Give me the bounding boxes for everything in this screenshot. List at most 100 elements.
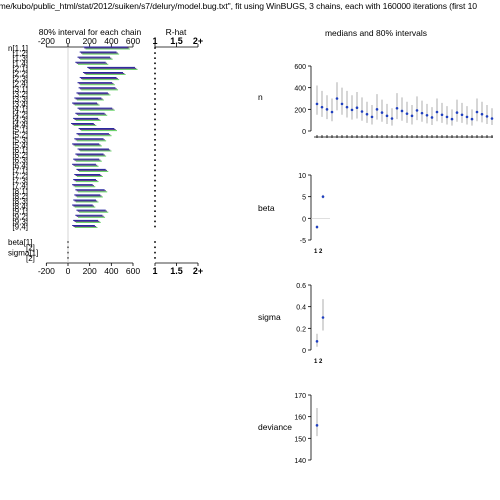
row-label: [8,4] xyxy=(12,202,28,211)
deviance-y-tick-label: 150 xyxy=(294,436,306,443)
beta-y-tick-label: 5 xyxy=(302,195,306,202)
rhat-dot xyxy=(154,98,156,100)
rhat-dot xyxy=(154,205,156,207)
rhat-dot xyxy=(154,164,156,167)
page-title: "/home/kubo/public_html/stat/2012/suiken… xyxy=(0,1,477,11)
row-label: [1,3] xyxy=(12,54,28,63)
n-median xyxy=(380,111,384,114)
beta-median xyxy=(315,225,319,229)
row-label: [4,4] xyxy=(12,121,28,130)
n-median xyxy=(330,110,334,114)
chain-interval-point xyxy=(67,257,69,259)
row-label: [8,2] xyxy=(12,192,28,201)
row-label: [6,1] xyxy=(12,146,28,155)
n-median xyxy=(350,108,354,112)
sigma-y-tick-label: 0.6 xyxy=(296,283,306,290)
rhat-bottom-tick-label: 1 xyxy=(152,266,157,276)
rhat-dot xyxy=(154,215,156,218)
row-label: [4,2] xyxy=(12,110,28,119)
beta-y-tick-label: 0 xyxy=(302,216,306,223)
row-label: [5,3] xyxy=(12,136,28,145)
n-median xyxy=(455,111,459,114)
rhat-dot xyxy=(154,72,156,75)
rhat-dot xyxy=(154,118,156,121)
sigma-y-tick-label: 0 xyxy=(302,348,306,355)
rhat-top-tick-label: 2+ xyxy=(193,36,203,46)
rhat-header: R-hat xyxy=(166,27,187,37)
n-median xyxy=(420,111,424,115)
n-median xyxy=(385,114,389,118)
n-median xyxy=(490,117,494,120)
right-header: medians and 80% intervals xyxy=(325,28,427,38)
rhat-dot xyxy=(154,47,156,49)
rhat-dot xyxy=(154,67,156,70)
rhat-dot xyxy=(154,179,156,182)
row-label: [7,4] xyxy=(12,182,28,191)
n-median xyxy=(370,115,374,119)
rhat-top-tick-label: 1.5 xyxy=(170,36,183,46)
rhat-dot xyxy=(154,139,156,141)
row-label: [6,4] xyxy=(12,161,28,170)
n-median xyxy=(450,117,454,121)
beta-y-tick-label: 10 xyxy=(298,173,306,180)
interval-top-tick-label: 600 xyxy=(126,36,140,46)
sigma-y-tick-label: 0.4 xyxy=(296,305,306,312)
sigma-x-labels: 1 2 xyxy=(314,359,323,365)
rhat-top-tick-label: 1 xyxy=(152,36,157,46)
row-label: beta[1] xyxy=(8,238,32,247)
row-label: [8,3] xyxy=(12,197,28,206)
row-label: [6,2] xyxy=(12,151,28,160)
rhat-dot xyxy=(154,159,156,161)
n-median xyxy=(410,114,414,118)
row-label: [2,3] xyxy=(12,75,28,84)
deviance-y-tick-label: 170 xyxy=(294,393,306,400)
rhat-dot xyxy=(154,133,156,136)
rhat-dot xyxy=(154,195,156,197)
deviance-y-tick-label: 160 xyxy=(294,415,306,422)
rhat-dot xyxy=(154,93,156,95)
row-label: [3,2] xyxy=(12,90,28,99)
sigma-y-tick-label: 0.2 xyxy=(296,326,306,333)
row-label: [5,2] xyxy=(12,131,28,140)
beta-y-tick-label: -5 xyxy=(300,238,306,245)
n-median xyxy=(365,112,369,116)
rhat-dot xyxy=(154,220,156,223)
rhat-dot xyxy=(154,257,156,259)
beta-label: beta xyxy=(258,203,275,213)
rhat-dot xyxy=(154,62,156,65)
n-median xyxy=(375,108,379,111)
row-label: [2] xyxy=(26,254,35,263)
deviance-label: deviance xyxy=(258,422,292,432)
n-median xyxy=(315,102,319,106)
rhat-dot xyxy=(154,123,156,126)
rhat-dot xyxy=(154,128,156,131)
row-label: [1,2] xyxy=(12,49,28,58)
interval-header: 80% interval for each chain xyxy=(39,27,142,37)
rhat-dot xyxy=(154,184,156,187)
n-median xyxy=(415,109,419,112)
n-y-tick-label: 200 xyxy=(294,107,306,114)
sigma-label: sigma xyxy=(258,312,281,322)
n-median xyxy=(325,108,329,111)
interval-top-tick-label: -200 xyxy=(38,36,55,46)
n-median xyxy=(435,110,439,114)
rhat-dot xyxy=(154,149,156,151)
interval-top-tick-label: 0 xyxy=(66,36,71,46)
n-y-tick-label: 0 xyxy=(302,129,306,136)
row-label: [3,4] xyxy=(12,100,28,109)
row-label: [4,1] xyxy=(12,105,28,114)
n-median xyxy=(345,105,349,109)
n-median xyxy=(475,110,479,114)
row-label: [7,1] xyxy=(12,166,28,175)
row-label: [5,1] xyxy=(12,126,28,135)
n-median xyxy=(470,117,474,121)
n-median xyxy=(405,112,409,115)
rhat-dot xyxy=(154,103,156,105)
rhat-dot xyxy=(154,251,156,254)
n-y-tick-label: 600 xyxy=(294,64,306,71)
deviance-y-tick-label: 140 xyxy=(294,458,306,465)
n-median xyxy=(460,113,464,117)
row-label: [5,4] xyxy=(12,141,28,150)
row-label: [4,3] xyxy=(12,115,28,124)
